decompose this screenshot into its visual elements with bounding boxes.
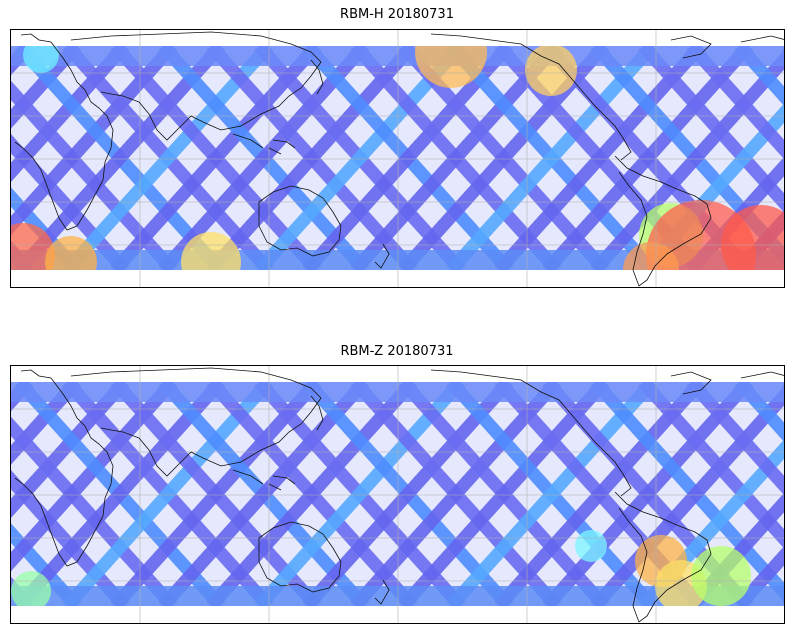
map-panel-rbm-h	[10, 29, 785, 288]
swath-map-rbm-z	[11, 366, 784, 623]
panel-title-rbm-h: RBM-H 20180731	[340, 7, 454, 22]
map-panel-rbm-z	[10, 365, 785, 624]
swath-map-rbm-h	[11, 30, 784, 287]
panel-title-rbm-z: RBM-Z 20180731	[340, 344, 454, 359]
